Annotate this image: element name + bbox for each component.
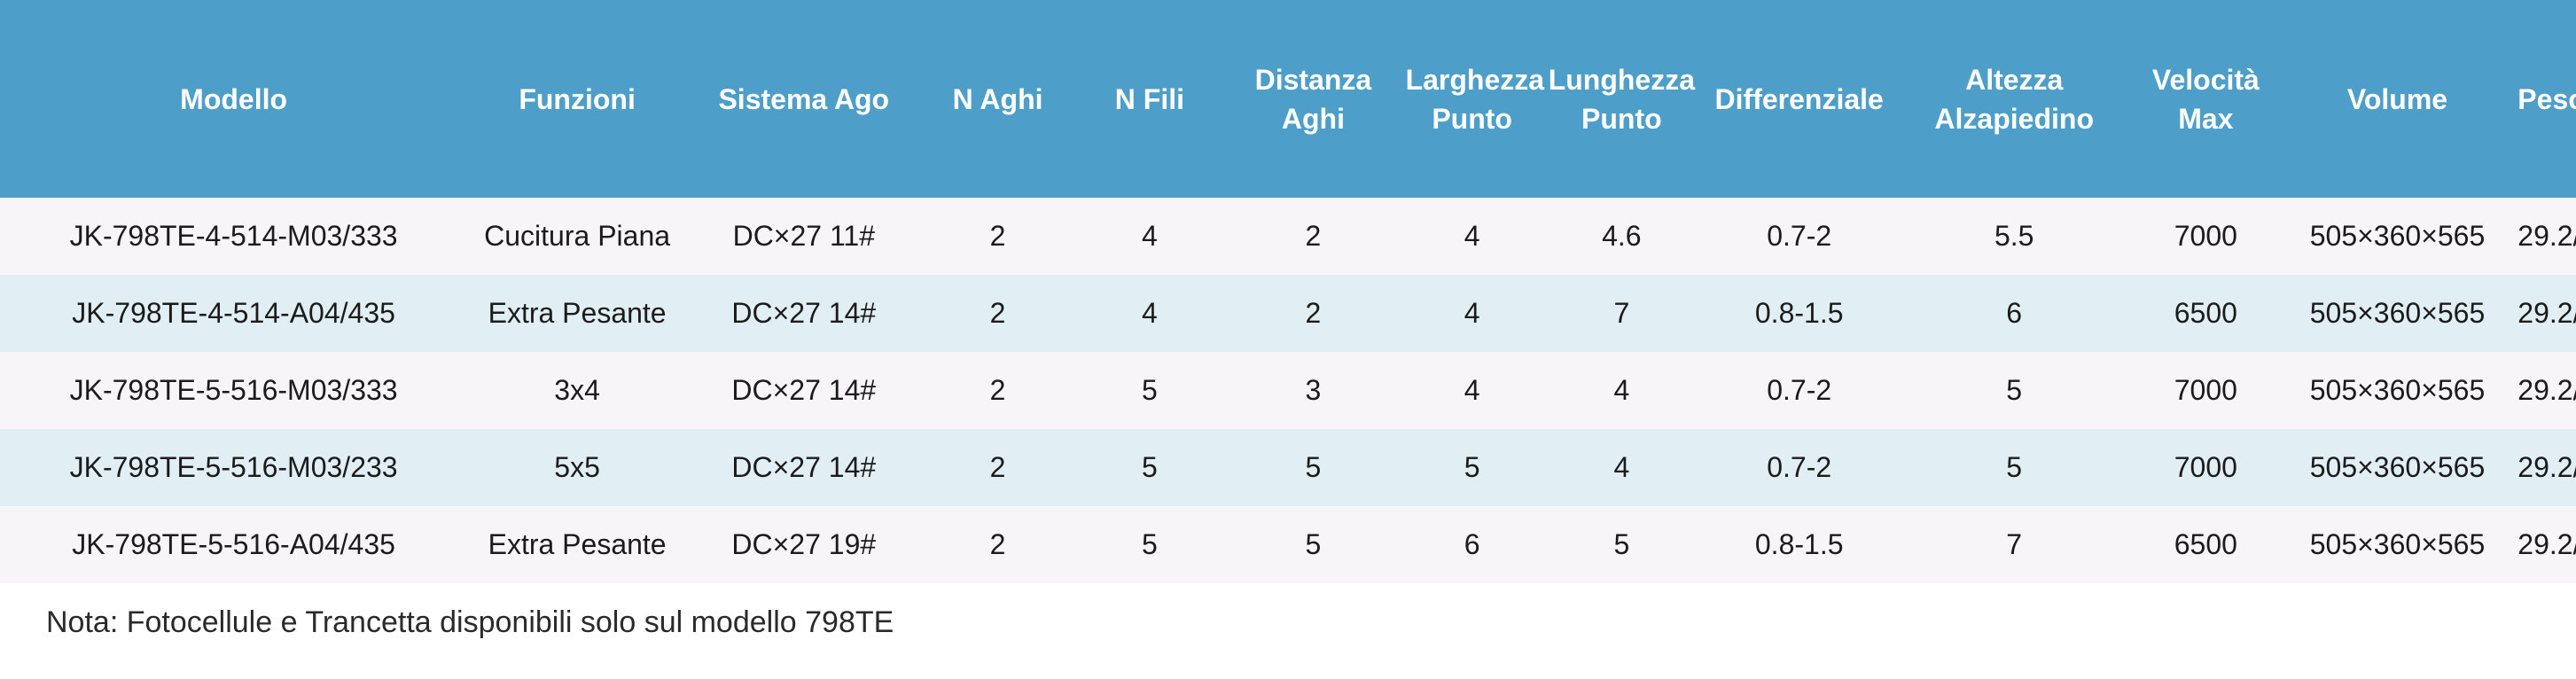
cell-lunghezza-punto: 4 [1613,374,1630,406]
cell-lunghezza-punto: 4.6 [1602,220,1642,252]
cell-n-aghi: 2 [989,374,1006,406]
cell-modello: JK-798TE-5-516-M03/333 [69,374,398,406]
cell-velocita-max: 6500 [2174,297,2237,329]
header-funzioni: Funzioni [519,82,636,115]
cell-volume: 505×360×565 [2309,297,2486,329]
cell-funzioni: Cucitura Piana [484,220,671,252]
table-row: JK-798TE-4-514-M03/333 Cucitura Piana DC… [0,198,2576,275]
cell-volume: 505×360×565 [2309,220,2486,252]
cell-funzioni: 5x5 [554,451,600,483]
cell-altezza-alzapiedino: 5 [2006,374,2023,406]
cell-velocita-max: 6500 [2174,528,2237,560]
spec-table: Modello Funzioni Sistema Ago N Aghi N Fi… [0,0,2576,583]
cell-funzioni: Extra Pesante [488,297,667,329]
cell-differenziale: 0.7-2 [1767,374,1832,406]
cell-n-aghi: 2 [989,297,1006,329]
cell-altezza-alzapiedino: 6 [2006,297,2023,329]
cell-modello: JK-798TE-4-514-A04/435 [72,297,395,329]
cell-larghezza-punto: 4 [1464,297,1480,329]
cell-n-fili: 4 [1142,220,1158,252]
header-n-fili: N Fili [1114,82,1184,115]
cell-lunghezza-punto: 4 [1613,451,1630,483]
cell-modello: JK-798TE-5-516-M03/233 [69,451,398,483]
cell-velocita-max: 7000 [2174,451,2237,483]
cell-peso: 29.2/39.8 [2517,528,2576,560]
cell-differenziale: 0.8-1.5 [1754,528,1844,560]
cell-sistema-ago: DC×27 14# [731,451,877,483]
cell-distanza-aghi: 5 [1305,528,1322,560]
cell-funzioni: 3x4 [554,374,600,406]
header-velocita-max: Velocità Max [2151,63,2260,135]
table-row: JK-798TE-5-516-A04/435 Extra Pesante DC×… [0,506,2576,583]
cell-n-fili: 5 [1142,528,1158,560]
cell-altezza-alzapiedino: 5 [2006,451,2023,483]
header-distanza-aghi: Distanza Aghi [1254,63,1372,135]
table-row: JK-798TE-4-514-A04/435 Extra Pesante DC×… [0,275,2576,352]
cell-distanza-aghi: 2 [1305,220,1322,252]
table-row: JK-798TE-5-516-M03/233 5x5 DC×27 14# 2 5… [0,429,2576,506]
header-modello: Modello [180,82,288,115]
cell-peso: 29.2/39.8 [2517,297,2576,329]
header-differenziale: Differenziale [1714,82,1884,115]
footnote: Nota: Fotocellule e Trancetta disponibil… [46,605,894,639]
cell-peso: 29.2/39.8 [2517,451,2576,483]
cell-peso: 29.2/39.8 [2517,374,2576,406]
cell-n-aghi: 2 [989,220,1006,252]
cell-differenziale: 0.7-2 [1767,220,1832,252]
cell-sistema-ago: DC×27 11# [732,220,875,252]
table-row: JK-798TE-5-516-M03/333 3x4 DC×27 14# 2 5… [0,352,2576,429]
cell-sistema-ago: DC×27 19# [731,528,877,560]
cell-larghezza-punto: 5 [1464,451,1480,483]
cell-n-fili: 5 [1142,451,1158,483]
cell-differenziale: 0.7-2 [1767,451,1832,483]
cell-sistema-ago: DC×27 14# [731,374,877,406]
cell-velocita-max: 7000 [2174,374,2237,406]
header-larghezza-punto: Larghezza Punto [1405,63,1545,135]
cell-altezza-alzapiedino: 5.5 [1994,220,2034,252]
cell-differenziale: 0.8-1.5 [1754,297,1844,329]
header-peso: Peso [2517,82,2576,115]
cell-volume: 505×360×565 [2309,451,2486,483]
cell-distanza-aghi: 3 [1305,374,1322,406]
cell-modello: JK-798TE-5-516-A04/435 [72,528,395,560]
cell-altezza-alzapiedino: 7 [2006,528,2023,560]
header-lunghezza-punto: Lunghezza Punto [1548,63,1696,135]
cell-n-aghi: 2 [989,528,1006,560]
cell-sistema-ago: DC×27 14# [731,297,877,329]
cell-modello: JK-798TE-4-514-M03/333 [69,220,398,252]
cell-lunghezza-punto: 5 [1613,528,1630,560]
cell-larghezza-punto: 4 [1464,220,1480,252]
cell-n-fili: 5 [1142,374,1158,406]
cell-larghezza-punto: 6 [1464,528,1480,560]
header-altezza-alzapiedino: Altezza Alzapiedino [1934,63,2094,135]
cell-funzioni: Extra Pesante [488,528,667,560]
cell-volume: 505×360×565 [2309,528,2486,560]
cell-distanza-aghi: 2 [1305,297,1322,329]
cell-n-fili: 4 [1142,297,1158,329]
header-row: Modello Funzioni Sistema Ago N Aghi N Fi… [0,0,2576,198]
cell-velocita-max: 7000 [2174,220,2237,252]
cell-lunghezza-punto: 7 [1613,297,1630,329]
header-sistema-ago: Sistema Ago [718,82,890,115]
cell-larghezza-punto: 4 [1464,374,1480,406]
cell-volume: 505×360×565 [2309,374,2486,406]
cell-n-aghi: 2 [989,451,1006,483]
header-volume: Volume [2346,82,2448,115]
cell-peso: 29.2/39.8 [2517,220,2576,252]
cell-distanza-aghi: 5 [1305,451,1322,483]
header-n-aghi: N Aghi [952,82,1043,115]
